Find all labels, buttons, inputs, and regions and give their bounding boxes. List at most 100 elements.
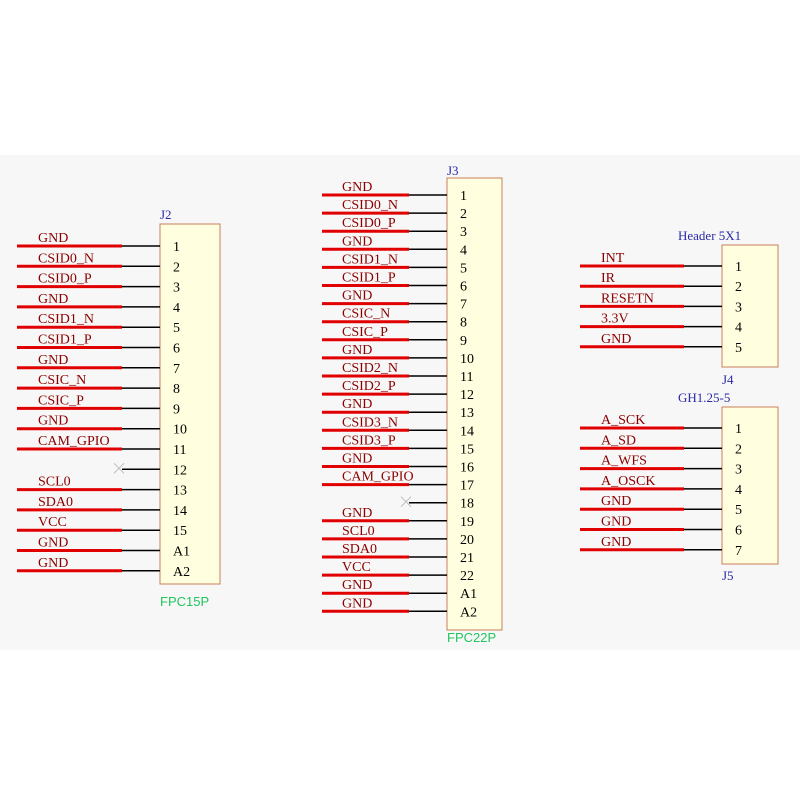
- net-label-j3-a2: GND: [342, 596, 372, 611]
- net-label-j5-5: GND: [601, 494, 631, 509]
- pin-number-j5-6: 6: [735, 524, 742, 539]
- pin-number-j5-7: 7: [735, 544, 742, 559]
- pin-number-j3-7: 7: [460, 298, 467, 313]
- pin-number-j2-9: 9: [173, 402, 180, 417]
- pin-number-j3-2: 2: [460, 207, 467, 222]
- pin-number-j3-a1: A1: [460, 587, 477, 602]
- pin-number-j3-15: 15: [460, 442, 474, 457]
- ref-label-j4: J4: [722, 372, 734, 387]
- connector-body-j4: [721, 244, 779, 368]
- net-label-j2-4: GND: [38, 292, 68, 307]
- pin-number-j4-3: 3: [735, 300, 742, 315]
- ref-label-j3: J3: [447, 163, 459, 178]
- net-label-j3-19: GND: [342, 506, 372, 521]
- package-label-j5: GH1.25-5: [678, 390, 730, 405]
- pin-number-j5-4: 4: [735, 483, 742, 498]
- net-label-j3-4: GND: [342, 234, 372, 249]
- net-label-j2-5: CSID1_N: [38, 312, 94, 327]
- pin-number-j2-6: 6: [173, 342, 180, 357]
- pin-number-j2-1: 1: [173, 240, 180, 255]
- net-label-j2-10: GND: [38, 414, 68, 429]
- net-label-j3-15: CSID3_P: [342, 433, 396, 448]
- pin-number-j4-5: 5: [735, 341, 742, 356]
- connector-j4: J4 Header 5X1 INT 1 IR 2 RESETN 3 3.3V 4 GND 5: [580, 228, 779, 387]
- pin-number-j5-3: 3: [735, 463, 742, 478]
- pin-number-j4-2: 2: [735, 280, 742, 295]
- net-label-j5-7: GND: [601, 535, 631, 550]
- pin-number-j4-4: 4: [735, 321, 742, 336]
- package-label-j2: FPC15P: [160, 594, 209, 609]
- pin-number-j3-5: 5: [460, 261, 467, 276]
- pin-number-j2-3: 3: [173, 281, 180, 296]
- connector-j5: J5 GH1.25-5 A_SCK 1 A_SD 2 A_WFS 3 A_OSCK 4 GND 5 GN…: [580, 390, 779, 583]
- connector-body-j2: [159, 223, 221, 585]
- net-label-j2-14: SDA0: [38, 495, 73, 510]
- net-label-j4-3: RESETN: [601, 291, 654, 306]
- net-label-j2-3: CSID0_P: [38, 272, 92, 287]
- net-label-j2-6: CSID1_P: [38, 333, 92, 348]
- net-label-j3-5: CSID1_N: [342, 252, 398, 267]
- pin-number-j3-22: 22: [460, 569, 474, 584]
- pin-number-j3-11: 11: [460, 370, 473, 385]
- pin-number-j5-2: 2: [735, 442, 742, 457]
- pin-number-j3-8: 8: [460, 316, 467, 331]
- connector-layer: J2 FPC15P GND 1 CSID0_N 2 CSID0_P 3 GND 4 CSID1_N 5…: [17, 163, 779, 645]
- pin-number-j2-a2: A2: [173, 565, 190, 580]
- pin-number-j3-13: 13: [460, 406, 474, 421]
- net-label-j4-5: GND: [601, 332, 631, 347]
- connector-j2: J2 FPC15P GND 1 CSID0_N 2 CSID0_P 3 GND 4 CSID1_N 5…: [17, 207, 221, 609]
- pin-number-j2-13: 13: [173, 484, 187, 499]
- pin-number-j3-10: 10: [460, 352, 474, 367]
- pin-number-j2-15: 15: [173, 524, 187, 539]
- pin-number-j3-3: 3: [460, 225, 467, 240]
- net-label-j2-1: GND: [38, 231, 68, 246]
- net-label-j5-2: A_SD: [601, 433, 636, 448]
- net-label-j5-4: A_OSCK: [601, 474, 655, 489]
- net-label-j3-7: GND: [342, 289, 372, 304]
- net-label-j2-13: SCL0: [38, 475, 71, 490]
- pin-number-j2-14: 14: [173, 504, 187, 519]
- ref-label-j5: J5: [722, 568, 734, 583]
- connector-body-j3: [446, 177, 503, 631]
- ref-label-j2: J2: [160, 207, 172, 222]
- net-label-j3-21: SDA0: [342, 542, 377, 557]
- connector-body-j5: [721, 406, 779, 565]
- pin-number-j2-10: 10: [173, 423, 187, 438]
- pin-number-j3-18: 18: [460, 497, 474, 512]
- net-label-j2-a1: GND: [38, 536, 68, 551]
- net-label-j3-16: GND: [342, 452, 372, 467]
- net-label-j3-1: GND: [342, 180, 372, 195]
- net-label-j3-2: CSID0_N: [342, 198, 398, 213]
- net-label-j4-1: INT: [601, 251, 625, 266]
- net-label-j3-12: CSID2_P: [342, 379, 396, 394]
- pin-number-j3-a2: A2: [460, 605, 477, 620]
- schematic-panel: [0, 155, 800, 650]
- pin-number-j3-4: 4: [460, 243, 467, 258]
- net-label-j2-9: CSIC_P: [38, 393, 84, 408]
- pin-number-j2-a1: A1: [173, 545, 190, 560]
- net-label-j5-1: A_SCK: [601, 413, 645, 428]
- net-label-j3-8: CSIC_N: [342, 307, 390, 322]
- pin-number-j2-4: 4: [173, 301, 180, 316]
- net-label-j3-13: GND: [342, 397, 372, 412]
- net-label-j3-a1: GND: [342, 578, 372, 593]
- pin-number-j3-6: 6: [460, 280, 467, 295]
- net-label-j2-a2: GND: [38, 556, 68, 571]
- no-connect-mark-j2-12: [113, 462, 125, 474]
- net-label-j3-9: CSIC_P: [342, 325, 388, 340]
- net-label-j3-17: CAM_GPIO: [342, 470, 414, 485]
- net-label-j2-15: VCC: [38, 515, 67, 530]
- pin-number-j3-19: 19: [460, 515, 474, 530]
- net-label-j2-2: CSID0_N: [38, 251, 94, 266]
- net-label-j5-3: A_WFS: [601, 454, 647, 469]
- net-label-j2-8: CSIC_N: [38, 373, 86, 388]
- pin-number-j3-9: 9: [460, 334, 467, 349]
- pin-number-j4-1: 1: [735, 260, 742, 275]
- pin-number-j3-17: 17: [460, 479, 474, 494]
- package-label-j4: Header 5X1: [678, 228, 741, 243]
- pin-number-j5-1: 1: [735, 422, 742, 437]
- pin-number-j3-20: 20: [460, 533, 474, 548]
- net-label-j3-3: CSID0_P: [342, 216, 396, 231]
